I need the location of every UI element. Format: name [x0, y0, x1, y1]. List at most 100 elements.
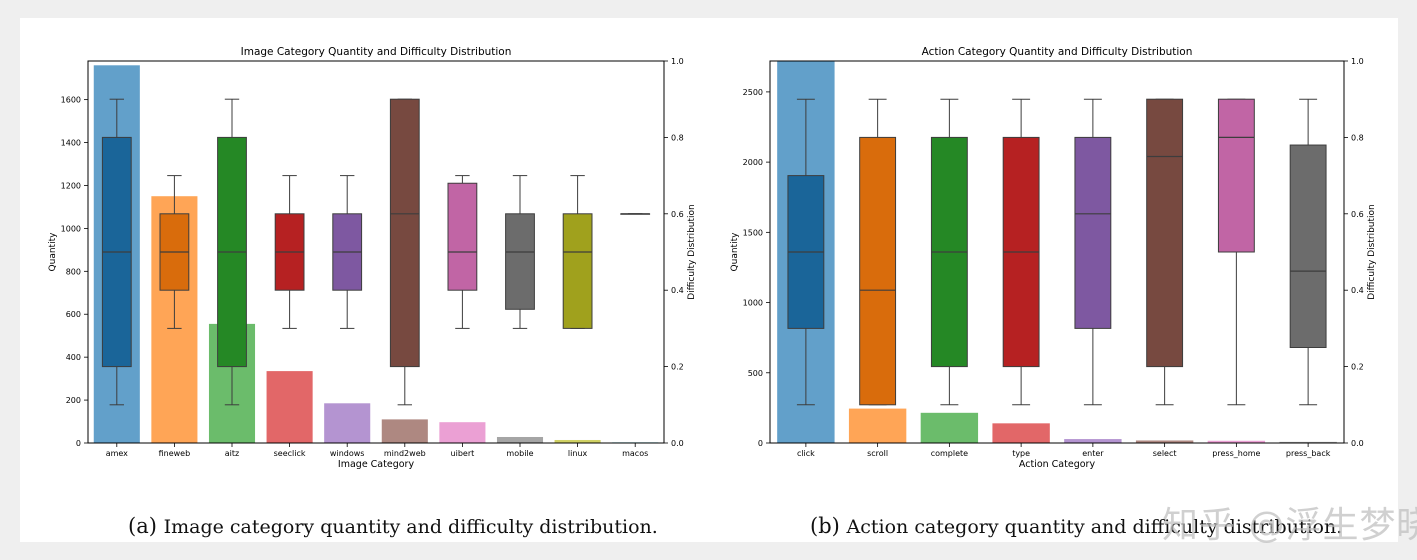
bar-enter — [1064, 439, 1122, 443]
y-tick-label: 0 — [758, 439, 763, 448]
box-iqr — [1074, 136, 1112, 329]
bar-press_home — [1207, 440, 1266, 443]
y2-tick-label: 0.6 — [1351, 210, 1364, 219]
caption-a: (a) Image category quantity and difficul… — [128, 514, 658, 538]
boxplot-click — [787, 98, 825, 406]
y-axis-label: Quantity — [48, 232, 58, 272]
chart-title: Image Category Quantity and Difficulty D… — [241, 46, 512, 58]
bar-mobile — [496, 436, 544, 443]
y-tick-label: 0 — [76, 439, 81, 448]
y-tick-label: 800 — [66, 267, 81, 276]
x-tick-label-type: type — [1012, 449, 1030, 458]
boxplot-linux — [562, 175, 593, 329]
x-tick-label-mobile: mobile — [506, 449, 533, 458]
chart-title: Action Category Quantity and Difficulty … — [922, 46, 1193, 58]
y-tick-label: 1500 — [743, 228, 763, 237]
boxplot-mobile — [505, 175, 535, 329]
boxplot-seeclick — [274, 175, 305, 329]
y-tick-label: 1400 — [61, 139, 81, 148]
y2-tick-label: 0.6 — [671, 210, 684, 219]
boxplot-scroll — [859, 98, 897, 406]
caption-b-label: (b) — [810, 514, 840, 538]
chart-panel-2: 0 500 1000 1500 2000 2500 0.0 0.2 0.4 0.6 0.8 1.0 cl… — [730, 46, 1377, 470]
figure-canvas: 0 200 400 600 800 1000 1200 1400 1600 0.0 0.2 0.4 0.… — [48, 46, 1377, 470]
caption-b-text: Action category quantity and difficulty … — [846, 516, 1343, 538]
box-iqr — [562, 213, 593, 329]
x-tick-label-select: select — [1153, 449, 1177, 458]
y-tick-label: 2500 — [743, 88, 763, 97]
y2-tick-label: 0.4 — [1351, 286, 1364, 295]
y-axis-label: Quantity — [730, 232, 740, 272]
y-tick-label: 200 — [66, 396, 81, 405]
plot-frame — [87, 60, 665, 444]
bar-mind2web — [381, 419, 428, 443]
boxplot-windows — [332, 175, 363, 329]
bar-select — [1135, 440, 1194, 443]
y-tick-label: 1000 — [61, 224, 81, 233]
box-iqr — [505, 213, 535, 310]
bar-windows — [324, 403, 371, 443]
boxplot-enter — [1074, 98, 1112, 406]
caption-b: (b) Action category quantity and difficu… — [810, 514, 1342, 538]
y2-tick-label: 0.8 — [1351, 133, 1364, 142]
x-tick-label-scroll: scroll — [867, 449, 888, 458]
boxplot-press_home — [1217, 98, 1255, 406]
boxplot-uibert — [447, 175, 478, 329]
x-tick-label-mind2web: mind2web — [384, 449, 426, 458]
box-iqr — [1289, 144, 1327, 349]
y2-tick-label: 1.0 — [671, 57, 684, 66]
x-tick-label-click: click — [797, 449, 815, 458]
x-tick-label-press_home: press_home — [1212, 449, 1260, 458]
box-iqr — [389, 98, 420, 368]
bar-press_back — [1279, 441, 1337, 443]
x-axis-label: Image Category — [338, 459, 415, 470]
y-tick-label: 600 — [66, 310, 81, 319]
y-tick-label: 400 — [66, 353, 81, 362]
y2-axis-label: Difficulty Distribution — [687, 204, 697, 300]
box-iqr — [1217, 98, 1255, 253]
y2-tick-label: 0.2 — [1351, 363, 1364, 372]
boxplot-aitz — [217, 98, 247, 406]
y-tick-label: 1000 — [743, 299, 763, 308]
boxplot-type — [1002, 98, 1040, 406]
y-tick-label: 500 — [748, 369, 763, 378]
box-iqr — [447, 182, 478, 291]
watermark: 知乎 @浮生梦晓 — [1162, 505, 1417, 546]
x-tick-label-complete: complete — [931, 449, 968, 458]
bar-complete — [920, 412, 979, 443]
caption-a-text: Image category quantity and difficulty d… — [163, 516, 658, 538]
x-axis-label: Action Category — [1019, 459, 1096, 470]
y2-tick-label: 0.4 — [671, 286, 684, 295]
bar-uibert — [439, 422, 486, 443]
bar-scroll — [848, 408, 907, 443]
x-tick-label-windows: windows — [330, 449, 365, 458]
y-tick-label: 1600 — [61, 96, 81, 105]
bar-seeclick — [266, 371, 313, 443]
x-tick-label-press_back: press_back — [1286, 449, 1331, 458]
box-iqr — [1146, 98, 1184, 368]
x-tick-label-macos: macos — [622, 449, 648, 458]
box-iqr — [859, 136, 897, 406]
boxplot-complete — [930, 98, 968, 406]
y2-axis-label: Difficulty Distribution — [1367, 204, 1377, 300]
y-tick-label: 1200 — [61, 181, 81, 190]
x-tick-label-linux: linux — [568, 449, 588, 458]
x-tick-label-fineweb: fineweb — [159, 449, 191, 458]
y2-tick-label: 1.0 — [1351, 57, 1364, 66]
x-tick-label-amex: amex — [106, 449, 128, 458]
boxplot-amex — [101, 98, 132, 406]
x-tick-label-uibert: uibert — [451, 449, 475, 458]
boxplot-press_back — [1289, 98, 1327, 406]
bar-type — [992, 423, 1050, 443]
boxplot-macos — [620, 213, 651, 215]
chart-panel-1: 0 200 400 600 800 1000 1200 1400 1600 0.0 0.2 0.4 0.… — [48, 46, 697, 470]
boxplot-select — [1146, 98, 1184, 406]
plot-frame — [769, 60, 1345, 444]
x-tick-label-seeclick: seeclick — [274, 449, 306, 458]
boxplot-mind2web — [389, 98, 420, 406]
caption-a-label: (a) — [128, 514, 157, 538]
figure-card: 0 200 400 600 800 1000 1200 1400 1600 0.0 0.2 0.4 0.… — [20, 18, 1417, 546]
y2-tick-label: 0.8 — [671, 133, 684, 142]
bar-linux — [554, 439, 601, 443]
y2-tick-label: 0.2 — [671, 363, 684, 372]
